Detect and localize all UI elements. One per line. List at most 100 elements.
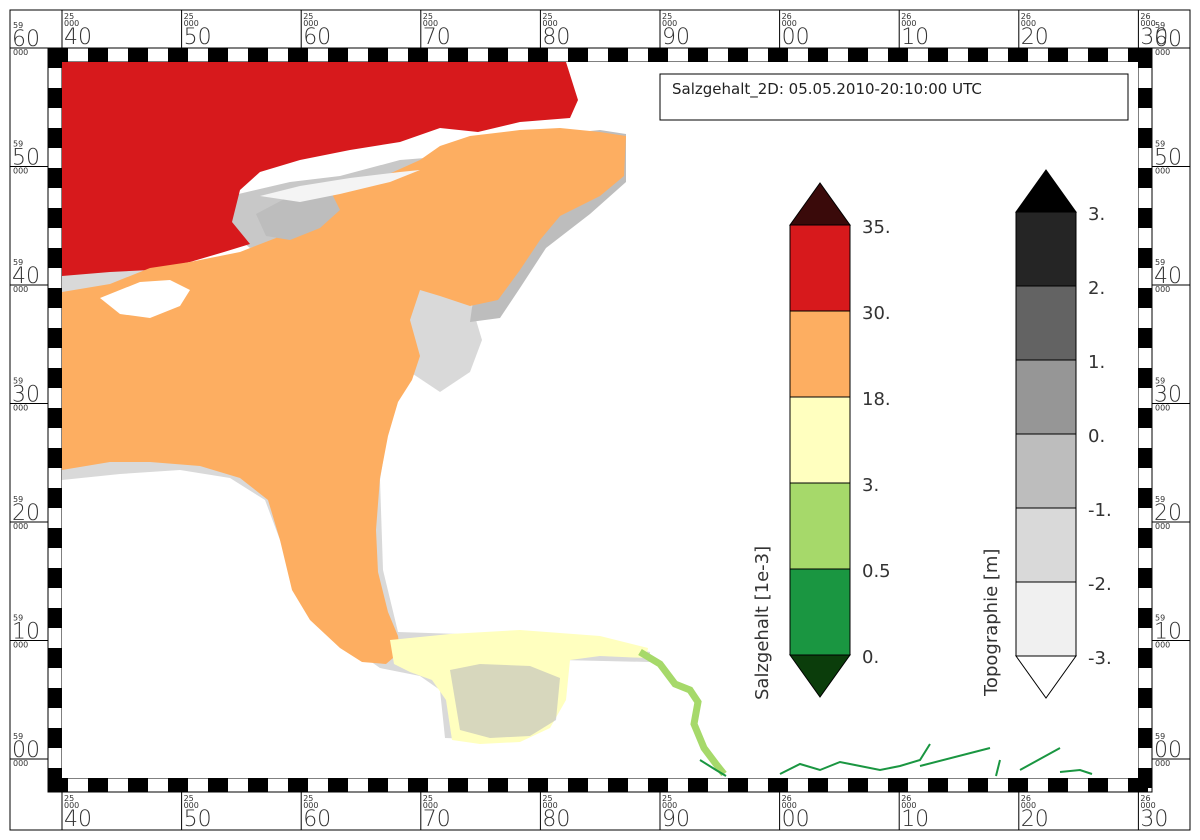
- colorbar-tick-label: 0.: [862, 647, 879, 668]
- colorbar-tick-label: 0.: [1088, 426, 1105, 447]
- sand-bank: [256, 190, 340, 240]
- frame-tick: [1138, 248, 1152, 268]
- longitude-degree: 25: [184, 12, 194, 21]
- frame-tick: [48, 488, 62, 508]
- frame-tick: [488, 778, 508, 792]
- frame-tick: [1138, 168, 1152, 188]
- frame-tick: [408, 48, 428, 62]
- frame-tick: [1138, 88, 1152, 108]
- longitude-label: 90: [662, 25, 690, 50]
- title-box: [659, 73, 1129, 121]
- frame-tick: [1138, 568, 1152, 588]
- frame-tick: [1138, 448, 1152, 468]
- colorbar-band: [789, 568, 851, 656]
- frame-tick: [1008, 48, 1028, 62]
- longitude-minutes: 000: [901, 801, 916, 810]
- latitude-degree: 59: [1155, 377, 1165, 386]
- longitude-minutes: 000: [64, 19, 79, 28]
- colorbar-band: [1015, 285, 1077, 361]
- frame-tick: [288, 48, 308, 62]
- longitude-label: 20: [1021, 807, 1049, 832]
- colorbar-tick-label: 2.: [1088, 278, 1105, 299]
- latitude-label: 20: [1154, 501, 1182, 526]
- longitude-label: 60: [303, 25, 331, 50]
- latitude-label: 60: [12, 27, 40, 52]
- colorbar-tick-label: 3.: [862, 475, 879, 496]
- topography-legend-title: Topographie [m]: [981, 549, 1002, 697]
- frame-tick: [1138, 488, 1152, 508]
- frame-tick: [1138, 368, 1152, 388]
- frame-tick: [1138, 728, 1152, 748]
- latitude-minutes: 000: [1155, 759, 1170, 768]
- frame-tick: [48, 328, 62, 348]
- frame-tick: [888, 778, 908, 792]
- longitude-label: 70: [423, 25, 451, 50]
- longitude-minutes: 000: [423, 19, 438, 28]
- longitude-minutes: 000: [542, 801, 557, 810]
- longitude-degree: 25: [542, 12, 552, 21]
- frame-tick: [88, 778, 108, 792]
- longitude-label: 10: [901, 807, 929, 832]
- longitude-minutes: 000: [1140, 19, 1155, 28]
- frame-tick: [1138, 208, 1152, 228]
- frame-tick: [688, 48, 708, 62]
- frame-tick: [48, 728, 62, 748]
- latitude-label: 50: [12, 146, 40, 171]
- frame-tick: [128, 48, 148, 62]
- latitude-minutes: 000: [1155, 404, 1170, 413]
- frame-tick: [1048, 48, 1068, 62]
- river-channel: [638, 648, 727, 777]
- longitude-degree: 26: [782, 794, 792, 803]
- longitude-degree: 26: [901, 794, 911, 803]
- frame-tick: [1138, 288, 1152, 308]
- longitude-minutes: 000: [1021, 801, 1036, 810]
- colorbar-tick-label: -1.: [1088, 500, 1112, 521]
- frame-tick: [1138, 328, 1152, 348]
- tidal-inlet-gap: [100, 280, 190, 318]
- longitude-label: 80: [542, 25, 570, 50]
- frame-tick: [1138, 128, 1152, 148]
- frame-tick: [648, 778, 668, 792]
- colorbar-band: [789, 482, 851, 570]
- frame-tick: [648, 48, 668, 62]
- salinity-colorbar: 35. 30. 18. 3. 0.5 0.: [789, 182, 891, 698]
- longitude-degree: 26: [782, 12, 792, 21]
- latitude-degree: 59: [1155, 732, 1165, 741]
- longitude-minutes: 000: [542, 19, 557, 28]
- map-area: [62, 62, 1138, 778]
- longitude-minutes: 000: [303, 19, 318, 28]
- frame-tick: [808, 778, 828, 792]
- frame-tick: [888, 48, 908, 62]
- colorbar-band: [1015, 433, 1077, 509]
- latitude-minutes: 000: [13, 759, 28, 768]
- colorbar-band: [1015, 581, 1077, 657]
- longitude-degree: 25: [662, 794, 672, 803]
- frame-tick: [208, 48, 228, 62]
- frame-tick: [1088, 778, 1108, 792]
- longitude-minutes: 000: [423, 801, 438, 810]
- frame-tick: [808, 48, 828, 62]
- longitude-minutes: 000: [782, 19, 797, 28]
- longitude-degree: 25: [423, 794, 433, 803]
- frame-tick: [1088, 48, 1108, 62]
- salinity-legend-title: Salzgehalt [1e-3]: [752, 546, 773, 700]
- longitude-label: 60: [303, 807, 331, 832]
- frame-tick: [48, 768, 62, 788]
- frame-tick: [48, 288, 62, 308]
- latitude-label: 40: [1154, 264, 1182, 289]
- frame-tick: [1138, 688, 1152, 708]
- river-channel-dark: [699, 743, 1093, 777]
- latitude-degree: 59: [13, 495, 23, 504]
- longitude-minutes: 000: [662, 801, 677, 810]
- frame-tick: [48, 648, 62, 668]
- frame-tick: [328, 48, 348, 62]
- latitude-degree: 59: [13, 377, 23, 386]
- frame-tick: [48, 608, 62, 628]
- latitude-degree: 59: [13, 614, 23, 623]
- colorbar-band: [1015, 507, 1077, 583]
- frame-tick: [48, 568, 62, 588]
- latitude-minutes: 000: [13, 404, 28, 413]
- frame-tick: [568, 778, 588, 792]
- frame-tick: [448, 778, 468, 792]
- frame-tick: [728, 48, 748, 62]
